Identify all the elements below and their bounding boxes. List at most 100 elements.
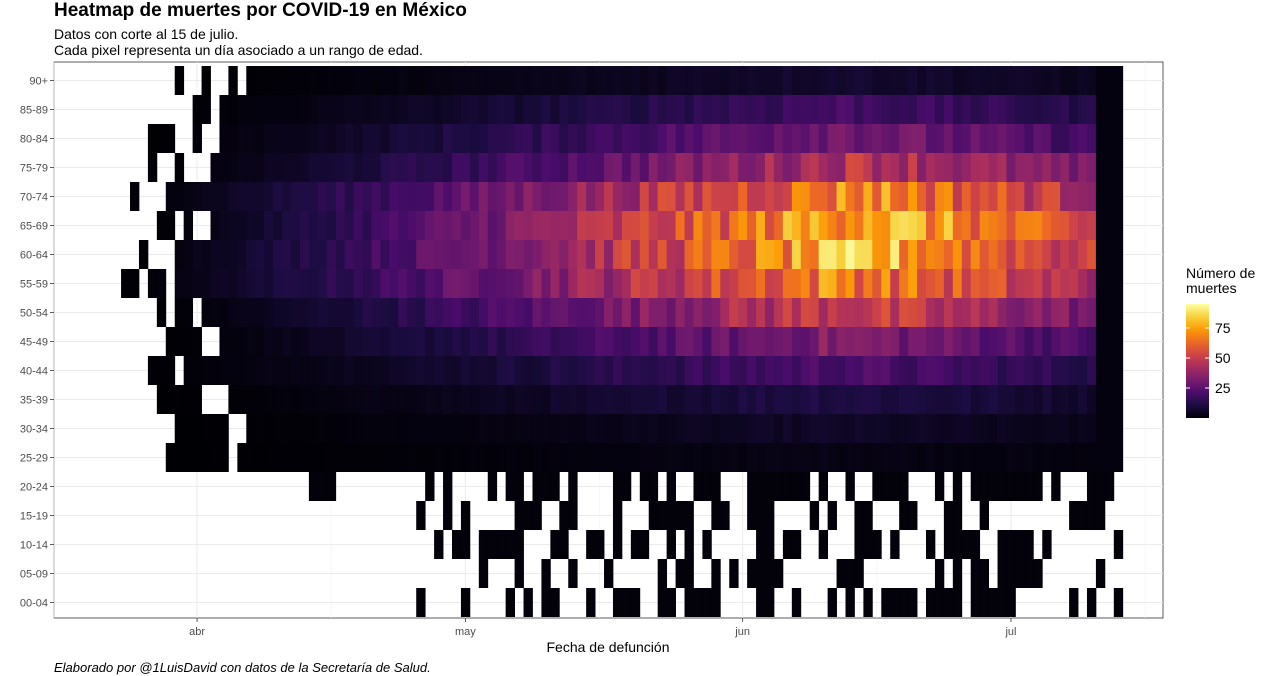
heatmap-cell bbox=[818, 153, 829, 182]
heatmap-cell bbox=[407, 240, 417, 269]
heatmap-cell bbox=[979, 153, 990, 182]
heatmap-cell bbox=[1006, 124, 1016, 153]
heatmap-cell bbox=[523, 443, 533, 472]
heatmap-cell bbox=[872, 95, 882, 124]
heatmap-cell bbox=[210, 443, 220, 472]
heatmap-cell bbox=[1069, 443, 1079, 472]
heatmap-cell bbox=[389, 66, 399, 95]
heatmap-cell bbox=[1042, 356, 1052, 385]
heatmap-cell bbox=[648, 124, 659, 153]
heatmap-cell bbox=[863, 124, 873, 153]
heatmap-cell bbox=[765, 269, 775, 298]
heatmap-cell bbox=[809, 95, 820, 124]
heatmap-cell bbox=[917, 211, 927, 240]
heatmap-cell bbox=[818, 182, 829, 211]
heatmap-cell bbox=[460, 327, 471, 356]
heatmap-cell bbox=[675, 501, 685, 530]
heatmap-cell bbox=[1095, 472, 1106, 501]
heatmap-cell bbox=[809, 414, 820, 443]
heatmap-cell bbox=[496, 211, 507, 240]
heatmap-cell bbox=[1006, 559, 1016, 588]
heatmap-cell bbox=[988, 327, 998, 356]
heatmap-cell bbox=[952, 385, 963, 414]
heatmap-cell bbox=[979, 588, 990, 617]
heatmap-cell bbox=[773, 95, 784, 124]
heatmap-cell bbox=[612, 95, 623, 124]
heatmap-cell bbox=[720, 356, 730, 385]
heatmap-cell bbox=[326, 153, 337, 182]
heatmap-cell bbox=[943, 124, 954, 153]
heatmap-cell bbox=[845, 240, 855, 269]
heatmap-cell bbox=[273, 95, 283, 124]
heatmap-cell bbox=[747, 153, 757, 182]
heatmap-cell bbox=[702, 530, 712, 559]
heatmap-cell bbox=[1033, 443, 1043, 472]
heatmap-cell bbox=[264, 124, 274, 153]
heatmap-cell bbox=[550, 443, 560, 472]
heatmap-cell bbox=[1024, 559, 1034, 588]
heatmap-cell bbox=[255, 153, 265, 182]
heatmap-cell bbox=[1024, 269, 1034, 298]
heatmap-cell bbox=[711, 182, 721, 211]
heatmap-cell bbox=[1086, 443, 1097, 472]
heatmap-cell bbox=[1015, 356, 1025, 385]
heatmap-cell bbox=[460, 443, 471, 472]
heatmap-cell bbox=[523, 211, 533, 240]
heatmap-cell bbox=[1104, 153, 1115, 182]
heatmap-cell bbox=[1069, 414, 1079, 443]
heatmap-cell bbox=[872, 153, 882, 182]
heatmap-cell bbox=[1042, 182, 1052, 211]
heatmap-cell bbox=[711, 472, 721, 501]
heatmap-cell bbox=[872, 66, 882, 95]
heatmap-cell bbox=[344, 327, 355, 356]
heatmap-cell bbox=[568, 356, 578, 385]
heatmap-cell bbox=[550, 298, 560, 327]
heatmap-cell bbox=[407, 95, 417, 124]
heatmap-cell bbox=[693, 298, 703, 327]
heatmap-cell bbox=[416, 588, 426, 617]
heatmap-cell bbox=[988, 211, 998, 240]
heatmap-cell bbox=[523, 588, 533, 617]
heatmap-cell bbox=[729, 269, 739, 298]
heatmap-cell bbox=[756, 211, 766, 240]
heatmap-cell bbox=[943, 95, 954, 124]
heatmap-cell bbox=[657, 298, 668, 327]
heatmap-cell bbox=[434, 414, 444, 443]
heatmap-cell bbox=[818, 327, 829, 356]
heatmap-cell bbox=[416, 414, 426, 443]
heatmap-cell bbox=[979, 327, 990, 356]
heatmap-cell bbox=[1113, 385, 1124, 414]
heatmap-cell bbox=[496, 240, 507, 269]
heatmap-cell bbox=[398, 269, 408, 298]
heatmap-cell bbox=[434, 385, 444, 414]
heatmap-cell bbox=[371, 153, 381, 182]
heatmap-cell bbox=[657, 211, 668, 240]
heatmap-cell bbox=[568, 153, 578, 182]
heatmap-cell bbox=[1033, 153, 1043, 182]
heatmap-cell bbox=[174, 153, 185, 182]
heatmap-cell bbox=[425, 385, 435, 414]
heatmap-cell bbox=[568, 182, 578, 211]
heatmap-cell bbox=[1042, 124, 1052, 153]
heatmap-cell bbox=[1113, 240, 1124, 269]
heatmap-cell bbox=[1060, 269, 1070, 298]
heatmap-cell bbox=[1113, 95, 1124, 124]
heatmap-cell bbox=[568, 443, 578, 472]
heatmap-cell bbox=[577, 153, 587, 182]
heatmap-cell bbox=[890, 443, 900, 472]
heatmap-cell bbox=[505, 95, 515, 124]
heatmap-cell bbox=[478, 356, 489, 385]
heatmap-cell bbox=[183, 240, 194, 269]
heatmap-cell bbox=[550, 153, 560, 182]
heatmap-cell bbox=[282, 66, 292, 95]
heatmap-cell bbox=[925, 530, 936, 559]
heatmap-cell bbox=[469, 124, 480, 153]
heatmap-cell bbox=[505, 66, 515, 95]
heatmap-cell bbox=[648, 269, 659, 298]
heatmap-cell bbox=[416, 182, 426, 211]
heatmap-cell bbox=[908, 269, 918, 298]
heatmap-cell bbox=[827, 95, 837, 124]
heatmap-cell bbox=[943, 211, 954, 240]
heatmap-cell bbox=[612, 327, 623, 356]
heatmap-cell bbox=[765, 443, 775, 472]
